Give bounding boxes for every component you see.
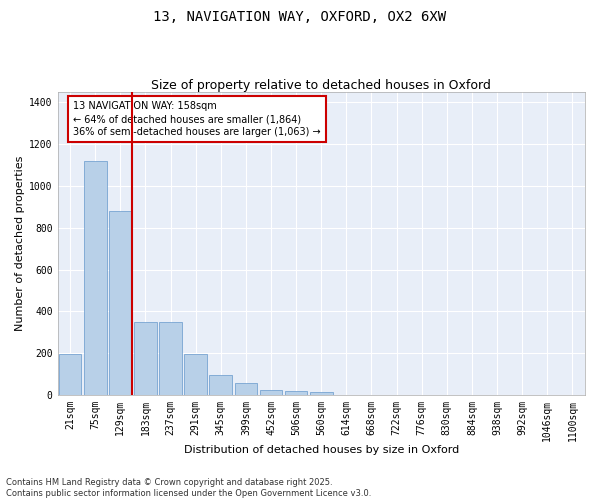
Title: Size of property relative to detached houses in Oxford: Size of property relative to detached ho…	[151, 79, 491, 92]
Bar	[184, 354, 207, 395]
Y-axis label: Number of detached properties: Number of detached properties	[15, 156, 25, 331]
Text: Contains HM Land Registry data © Crown copyright and database right 2025.
Contai: Contains HM Land Registry data © Crown c…	[6, 478, 371, 498]
Bar	[310, 392, 332, 395]
Text: 13, NAVIGATION WAY, OXFORD, OX2 6XW: 13, NAVIGATION WAY, OXFORD, OX2 6XW	[154, 10, 446, 24]
X-axis label: Distribution of detached houses by size in Oxford: Distribution of detached houses by size …	[184, 445, 459, 455]
Bar	[209, 375, 232, 395]
Bar	[260, 390, 283, 395]
Bar	[59, 354, 82, 395]
Text: 13 NAVIGATION WAY: 158sqm
← 64% of detached houses are smaller (1,864)
36% of se: 13 NAVIGATION WAY: 158sqm ← 64% of detac…	[73, 101, 321, 138]
Bar	[84, 161, 107, 395]
Bar	[235, 384, 257, 395]
Bar	[285, 390, 307, 395]
Bar	[134, 322, 157, 395]
Bar	[109, 211, 131, 395]
Bar	[159, 322, 182, 395]
